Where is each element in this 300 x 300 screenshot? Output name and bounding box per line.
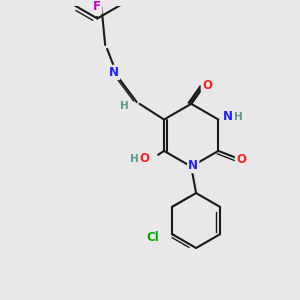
Text: H: H [120,101,129,111]
Text: N: N [223,110,233,123]
Text: O: O [202,79,212,92]
Text: F: F [93,0,101,13]
Text: O: O [236,153,246,166]
Text: N: N [109,66,119,79]
Text: O: O [140,152,149,165]
Text: N: N [188,159,198,172]
Text: H: H [130,154,139,164]
Text: Cl: Cl [146,231,159,244]
Text: H: H [234,112,242,122]
